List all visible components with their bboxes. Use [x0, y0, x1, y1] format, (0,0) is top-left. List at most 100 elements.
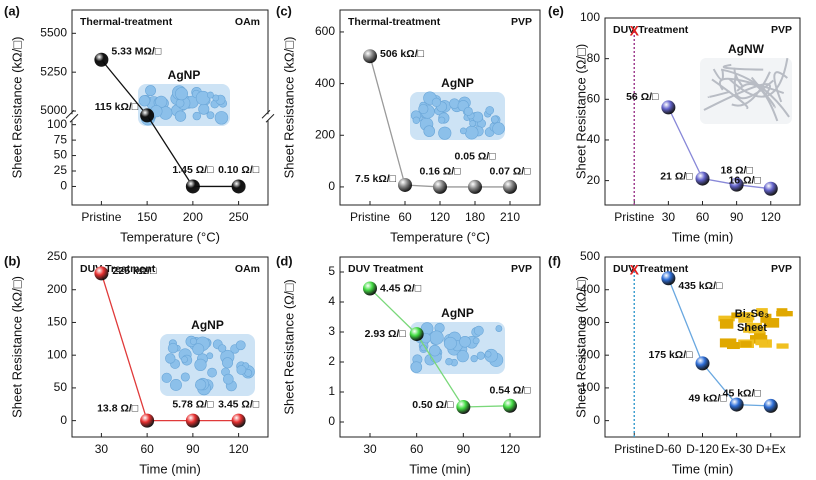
inset-particle: [438, 126, 452, 140]
y-tick-label: 2: [328, 354, 335, 368]
inset-wire: [722, 63, 764, 71]
data-point: [231, 413, 246, 428]
panel-label: (a): [4, 3, 20, 18]
panel: 0 1 2 3 4 5 30 60 90 120 Time (min) Sheet Resistanc…: [276, 253, 541, 476]
panel-tag: PVP: [771, 263, 792, 275]
inset-particle: [469, 120, 476, 127]
panel: 0 200 400 600 Pristine 60 120 180 210 Temperature…: [276, 3, 541, 244]
inset-particle: [207, 367, 217, 378]
x-axis-label: Temperature (°C): [390, 229, 490, 244]
inset-particle: [484, 350, 492, 358]
y-tick-label: 100: [47, 347, 67, 361]
inset-flake: [760, 313, 772, 323]
value-label: 56 Ω/□: [626, 91, 659, 103]
x-axis-label: Time (min): [139, 461, 201, 476]
inset-particle: [495, 325, 503, 332]
x-tick-label: 120: [430, 210, 450, 224]
y-axis-label: Sheet Resistance (kΩ/□): [281, 37, 296, 179]
inset-particle: [180, 372, 190, 382]
inset-label: Bi₂Se₃: [735, 308, 769, 320]
inset-particle: [206, 111, 215, 120]
data-point: [433, 179, 447, 194]
y-tick-label: 75: [54, 132, 68, 146]
value-label: 0.50 Ω/□: [412, 399, 454, 411]
x-tick-label: 120: [761, 210, 781, 224]
y-tick-label: 20: [587, 173, 601, 187]
inset-particle: [194, 358, 207, 371]
y-tick-label: 600: [315, 24, 335, 38]
axis-break: [65, 109, 75, 119]
x-tick-label: 30: [662, 210, 676, 224]
x-tick-label: D-60: [655, 442, 681, 456]
inset-particle: [214, 111, 229, 125]
inset-wire: [707, 90, 731, 99]
data-point: [695, 171, 710, 186]
x-tick-label: 60: [410, 442, 424, 456]
value-label: 0.16 Ω/□: [419, 166, 461, 178]
y-tick-label: 25: [54, 163, 68, 177]
x-axis-label: Temperature (°C): [120, 229, 220, 244]
x-tick-label: Ex-30: [721, 442, 753, 456]
data-point: [661, 271, 676, 286]
inset-particle: [218, 344, 227, 353]
inset-flake: [739, 312, 755, 321]
inset-label: AgNW: [728, 42, 765, 56]
inset-particle: [492, 122, 505, 135]
x-tick-label: D-120: [686, 442, 719, 456]
inset-label: AgNP: [168, 68, 201, 82]
inset-particle: [222, 357, 234, 369]
inset-flake: [776, 343, 789, 349]
y-tick-label: 5250: [40, 64, 67, 78]
plot-frame: [71, 256, 269, 438]
y-tick-label: 100: [47, 117, 67, 131]
inset-particle: [476, 351, 485, 360]
value-label: 4.45 Ω/□: [380, 282, 422, 294]
x-tick-label: Pristine: [81, 210, 121, 224]
value-label: 2.93 Ω/□: [365, 328, 407, 340]
x-tick-label: Pristine: [614, 442, 654, 456]
y-tick-label: 100: [580, 380, 600, 394]
data-point: [763, 181, 778, 196]
y-tick-label: 0: [593, 413, 600, 427]
y-tick-label: 50: [54, 380, 68, 394]
data-point: [398, 177, 412, 192]
y-tick-label: 400: [315, 76, 335, 90]
x-tick-label: 30: [363, 442, 377, 456]
panel-tag: OAm: [235, 263, 260, 275]
value-label: 18 Ω/□: [720, 164, 753, 176]
value-label: 49 kΩ/□: [689, 392, 728, 404]
y-axis-label: Sheet Resistance (kΩ/□): [573, 276, 588, 418]
inset-particle: [418, 103, 429, 115]
inset-particle: [429, 330, 444, 345]
axis-break: [261, 109, 271, 119]
x-tick-label: 250: [229, 210, 249, 224]
data-point: [140, 413, 155, 428]
inset-wire: [736, 82, 779, 122]
panel: 0 100 200 300 400 500 Pristine D-60 D-120 Ex-30 D+…: [548, 249, 801, 476]
x-axis-label: Time (min): [409, 461, 471, 476]
value-label: 1.45 Ω/□: [172, 164, 214, 176]
data-point: [763, 398, 778, 413]
inset-flake: [756, 308, 768, 317]
x-tick-label: D+Ex: [756, 442, 786, 456]
value-label: 225 kΩ/□: [112, 265, 157, 277]
inset-wire: [718, 77, 785, 95]
inset-particle: [161, 372, 172, 383]
y-tick-label: 1: [328, 384, 335, 398]
series-line: [369, 288, 511, 408]
value-label: 0.07 Ω/□: [489, 166, 531, 178]
x-tick-label: 90: [457, 442, 471, 456]
panel-tag: PVP: [511, 16, 532, 28]
y-tick-label: 80: [587, 51, 601, 65]
value-label: 3.45 Ω/□: [218, 398, 260, 410]
x-tick-label: Pristine: [614, 210, 654, 224]
x-tick-label: 120: [500, 442, 520, 456]
inset-wire: [750, 76, 776, 109]
inset-particle: [181, 356, 188, 363]
y-tick-label: 500: [580, 249, 600, 263]
inset-particle: [429, 344, 441, 357]
inset-particle: [410, 361, 423, 373]
y-tick-label: 0: [328, 179, 335, 193]
y-tick-label: 0: [60, 179, 67, 193]
